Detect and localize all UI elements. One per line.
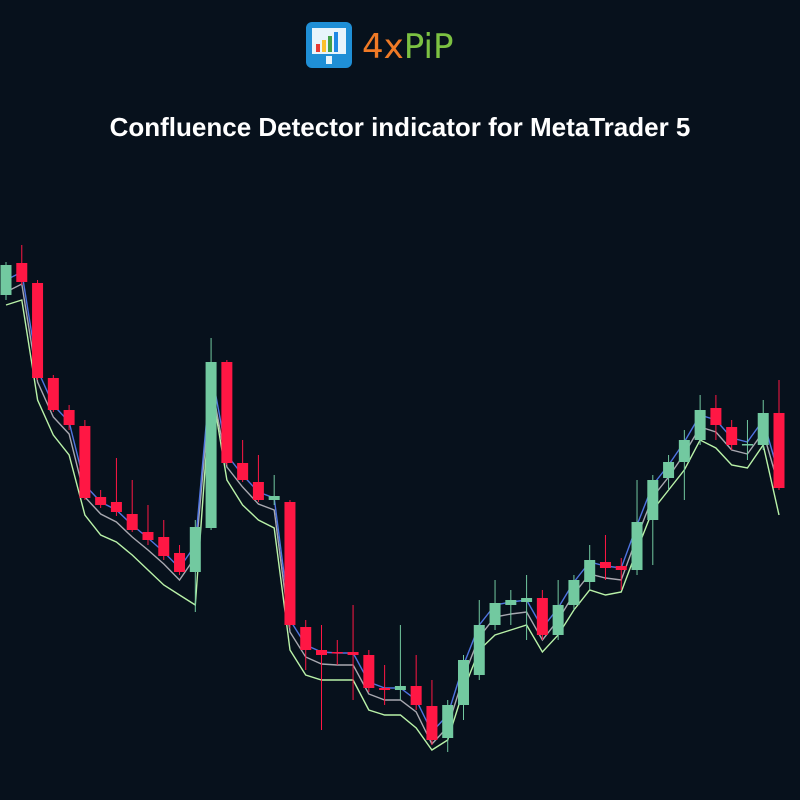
candle-body (79, 426, 91, 498)
candle-body (473, 625, 485, 675)
candle-body (16, 263, 28, 282)
candle-body (726, 427, 738, 445)
candle-body (284, 502, 296, 625)
candle-body (174, 553, 186, 572)
plot-area (0, 245, 785, 752)
candle-body (331, 652, 343, 654)
candle-body (394, 686, 406, 690)
candle-body (95, 497, 107, 505)
candle-body (426, 706, 438, 740)
candle-body (568, 580, 580, 605)
candle-body (221, 362, 233, 463)
indicator-line (5, 282, 780, 746)
logo-bar (334, 32, 338, 52)
candle-body (0, 265, 12, 295)
candle-body (521, 598, 533, 602)
candle-body (316, 650, 328, 655)
logo-part: PiP (404, 27, 454, 67)
candle-body (252, 482, 264, 500)
candle-body (205, 362, 217, 528)
candle-body (32, 283, 44, 378)
candle-body (647, 480, 659, 520)
candle-body (457, 660, 469, 705)
candle-body (599, 562, 611, 568)
candle-body (552, 605, 564, 635)
candle-body (63, 410, 75, 425)
candle-body (237, 463, 249, 480)
candle-body (584, 560, 596, 582)
candle-body (615, 566, 627, 570)
candle-body (773, 413, 785, 488)
candle-body (363, 655, 375, 688)
candle-body (47, 378, 59, 410)
logo-text: 4xPiP (362, 27, 453, 67)
candle-body (142, 532, 154, 540)
candle-body (442, 705, 454, 738)
candle-body (694, 410, 706, 440)
logo-part: 4x (362, 27, 404, 67)
candle-body (268, 496, 280, 500)
candle-body (189, 527, 201, 572)
candle-body (536, 598, 548, 635)
candle-body (710, 408, 722, 425)
candle-body (110, 502, 122, 512)
candle-body (347, 652, 359, 655)
candle-body (489, 603, 501, 625)
candle-body (379, 688, 391, 690)
logo-bar (328, 36, 332, 52)
logo: 4xPiP (306, 22, 453, 68)
candle-body (757, 413, 769, 445)
candle-body (126, 514, 138, 530)
indicator-line (5, 270, 780, 734)
candle-body (505, 600, 517, 605)
chart-title: Confluence Detector indicator for MetaTr… (110, 112, 691, 142)
indicator-line (5, 299, 780, 751)
candle-body (631, 522, 643, 570)
candle-body (410, 686, 422, 705)
candle-body (663, 462, 675, 478)
logo-bar (316, 44, 320, 52)
logo-bar (322, 40, 326, 52)
candle-body (678, 440, 690, 462)
candle-body (300, 627, 312, 650)
candle-body (741, 444, 753, 446)
logo-stand (326, 56, 332, 64)
candle-body (158, 537, 170, 556)
